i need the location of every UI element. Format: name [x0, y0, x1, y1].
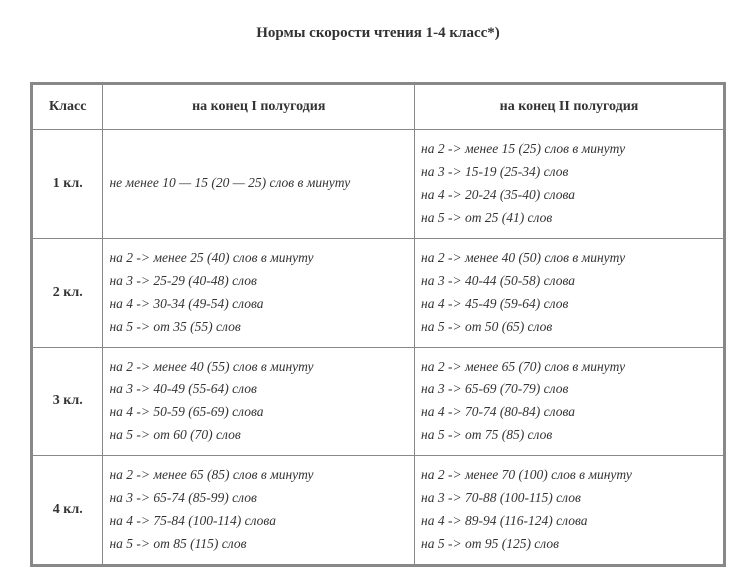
cell-line: на 5 -> от 35 (55) слов	[109, 316, 408, 339]
col-header-grade: Класс	[32, 84, 103, 130]
h1-cell: на 2 -> менее 25 (40) слов в минутуна 3 …	[103, 238, 415, 347]
col-header-h2: на конец II полугодия	[415, 84, 725, 130]
cell-line: на 4 -> 30-34 (49-54) слова	[109, 293, 408, 316]
grade-cell: 2 кл.	[32, 238, 103, 347]
h2-cell: на 2 -> менее 40 (50) слов в минутуна 3 …	[415, 238, 725, 347]
cell-line: на 4 -> 50-59 (65-69) слова	[109, 401, 408, 424]
cell-line: на 4 -> 45-49 (59-64) слов	[421, 293, 717, 316]
cell-line: на 4 -> 75-84 (100-114) слова	[109, 510, 408, 533]
cell-line: на 3 -> 40-44 (50-58) слова	[421, 270, 717, 293]
grade-cell: 3 кл.	[32, 347, 103, 456]
cell-line: на 2 -> менее 25 (40) слов в минуту	[109, 247, 408, 270]
col-header-h1: на конец I полугодия	[103, 84, 415, 130]
cell-line: на 3 -> 25-29 (40-48) слов	[109, 270, 408, 293]
cell-line: на 3 -> 40-49 (55-64) слов	[109, 378, 408, 401]
cell-line: на 3 -> 15-19 (25-34) слов	[421, 161, 717, 184]
grade-cell: 4 кл.	[32, 456, 103, 566]
h2-cell: на 2 -> менее 70 (100) слов в минутуна 3…	[415, 456, 725, 566]
cell-line: на 2 -> менее 65 (85) слов в минуту	[109, 464, 408, 487]
cell-line: на 4 -> 89-94 (116-124) слова	[421, 510, 717, 533]
cell-line: на 5 -> от 60 (70) слов	[109, 424, 408, 447]
cell-line: на 5 -> от 95 (125) слов	[421, 533, 717, 556]
cell-line: не менее 10 — 15 (20 — 25) слов в минуту	[109, 172, 408, 195]
h1-cell: не менее 10 — 15 (20 — 25) слов в минуту	[103, 130, 415, 239]
cell-line: на 2 -> менее 40 (55) слов в минуту	[109, 356, 408, 379]
cell-line: на 2 -> менее 70 (100) слов в минуту	[421, 464, 717, 487]
table-row: 1 кл. не менее 10 — 15 (20 — 25) слов в м…	[32, 130, 725, 239]
cell-line: на 5 -> от 50 (65) слов	[421, 316, 717, 339]
cell-line: на 2 -> менее 40 (50) слов в минуту	[421, 247, 717, 270]
h2-cell: на 2 -> менее 15 (25) слов в минутуна 3 …	[415, 130, 725, 239]
cell-line: на 2 -> менее 15 (25) слов в минуту	[421, 138, 717, 161]
cell-line: на 5 -> от 75 (85) слов	[421, 424, 717, 447]
cell-line: на 5 -> от 25 (41) слов	[421, 207, 717, 230]
cell-line: на 3 -> 65-74 (85-99) слов	[109, 487, 408, 510]
cell-line: на 3 -> 65-69 (70-79) слов	[421, 378, 717, 401]
cell-line: на 2 -> менее 65 (70) слов в минуту	[421, 356, 717, 379]
table-row: 4 кл. на 2 -> менее 65 (85) слов в минут…	[32, 456, 725, 566]
h2-cell: на 2 -> менее 65 (70) слов в минутуна 3 …	[415, 347, 725, 456]
reading-norms-table: Класс на конец I полугодия на конец II п…	[30, 82, 726, 567]
h1-cell: на 2 -> менее 40 (55) слов в минутуна 3 …	[103, 347, 415, 456]
table-row: 3 кл. на 2 -> менее 40 (55) слов в минут…	[32, 347, 725, 456]
cell-line: на 4 -> 20-24 (35-40) слова	[421, 184, 717, 207]
grade-cell: 1 кл.	[32, 130, 103, 239]
table-row: 2 кл. на 2 -> менее 25 (40) слов в минут…	[32, 238, 725, 347]
cell-line: на 3 -> 70-88 (100-115) слов	[421, 487, 717, 510]
h1-cell: на 2 -> менее 65 (85) слов в минутуна 3 …	[103, 456, 415, 566]
cell-line: на 5 -> от 85 (115) слов	[109, 533, 408, 556]
cell-line: на 4 -> 70-74 (80-84) слова	[421, 401, 717, 424]
page-title: Нормы скорости чтения 1-4 класс*)	[30, 25, 726, 42]
